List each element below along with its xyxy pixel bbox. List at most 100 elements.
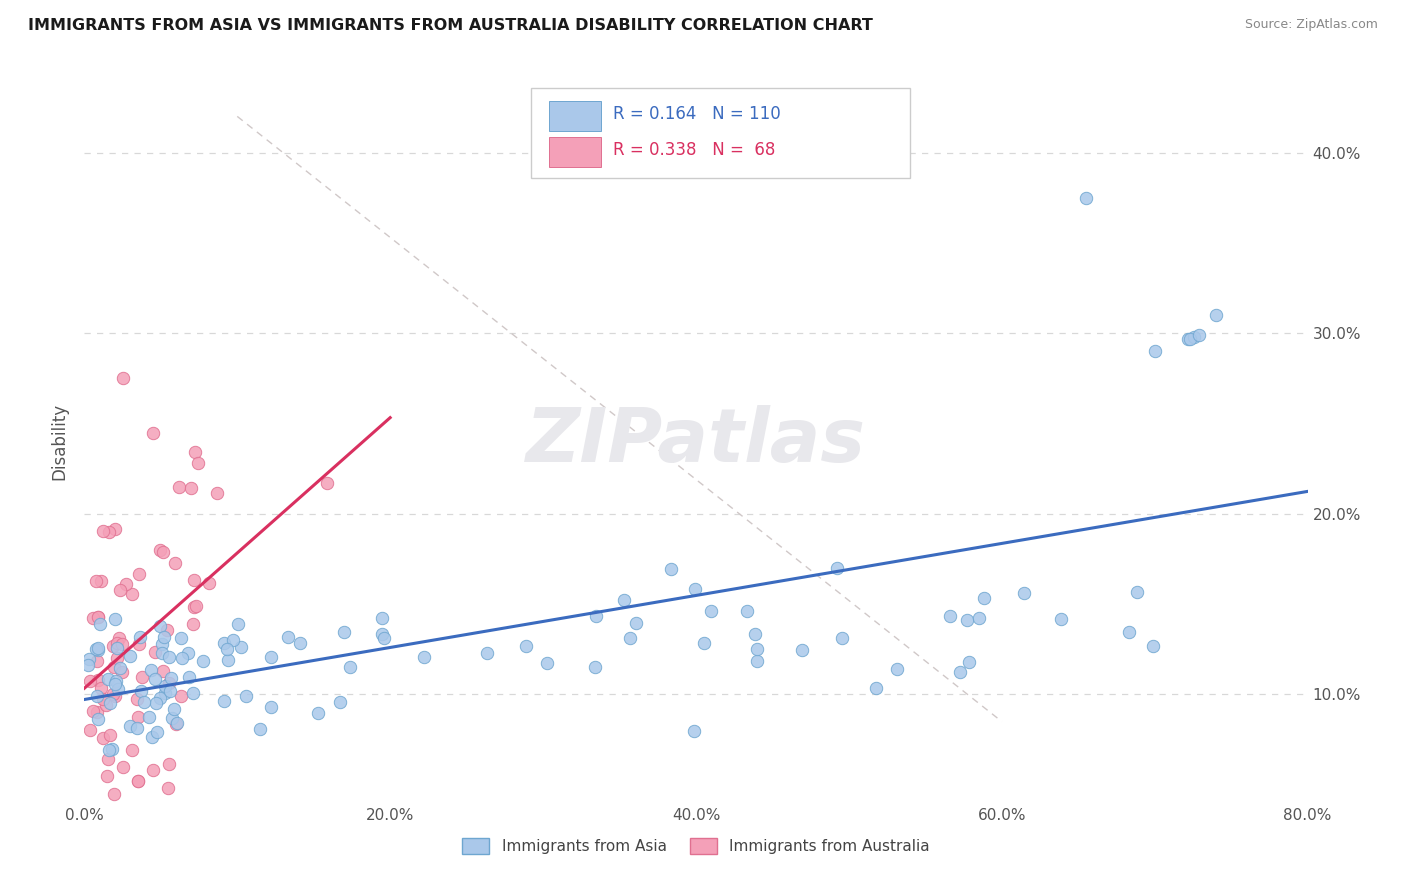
Point [217, 653, 239, 667]
Text: R = 0.164   N = 110: R = 0.164 N = 110 [613, 105, 780, 123]
Point [98, 728, 121, 742]
Point [371, 610, 394, 624]
Point [111, 760, 134, 774]
Point [156, 624, 179, 638]
Point [111, 371, 134, 385]
Point [145, 696, 167, 710]
Point [76, 658, 98, 673]
Point [77, 651, 100, 665]
Point [125, 721, 148, 735]
Point [86, 705, 108, 719]
Point [515, 639, 537, 653]
Point [477, 646, 499, 660]
Point [959, 655, 981, 669]
Point [132, 695, 155, 709]
Point [217, 642, 239, 657]
Point [149, 618, 172, 632]
Point [939, 608, 962, 623]
Point [329, 695, 352, 709]
Point [198, 576, 221, 591]
FancyBboxPatch shape [531, 87, 910, 178]
Point [747, 654, 769, 668]
Point [159, 683, 181, 698]
Point [159, 671, 181, 685]
Point [170, 631, 193, 645]
Text: ZIPatlas: ZIPatlas [526, 405, 866, 478]
Point [107, 681, 129, 696]
Point [152, 665, 174, 679]
Point [121, 743, 143, 757]
Point [207, 486, 229, 500]
Point [412, 650, 434, 665]
Point [613, 592, 636, 607]
Point [973, 591, 995, 606]
Point [87, 640, 110, 655]
Point [84, 642, 107, 657]
Point [1142, 640, 1164, 654]
Point [585, 609, 607, 624]
Point [150, 646, 173, 660]
Point [1118, 624, 1140, 639]
Point [170, 690, 193, 704]
Point [222, 633, 245, 648]
Text: R = 0.338   N =  68: R = 0.338 N = 68 [613, 141, 775, 160]
Point [307, 706, 329, 721]
FancyBboxPatch shape [550, 101, 600, 131]
Point [288, 636, 311, 650]
Point [100, 742, 122, 756]
Point [104, 673, 127, 688]
Point [692, 636, 714, 650]
Point [121, 587, 143, 601]
Point [111, 637, 134, 651]
Point [96, 769, 118, 783]
Point [212, 636, 235, 650]
Point [536, 656, 558, 670]
Point [180, 481, 202, 495]
Point [108, 631, 131, 645]
Point [101, 687, 124, 701]
Point [97, 752, 120, 766]
Point [149, 542, 172, 557]
Point [1205, 308, 1227, 322]
Point [131, 684, 153, 698]
Point [89, 617, 111, 632]
Point [127, 774, 149, 789]
Point [114, 577, 136, 591]
Point [315, 475, 337, 490]
Point [86, 690, 108, 704]
Point [90, 574, 112, 588]
Point [967, 611, 990, 625]
Point [87, 712, 110, 726]
Point [110, 665, 132, 680]
Point [685, 582, 707, 596]
Point [105, 640, 128, 655]
Point [277, 630, 299, 644]
Point [120, 719, 142, 733]
Point [228, 617, 250, 632]
Point [214, 694, 236, 708]
Point [260, 700, 283, 714]
Point [131, 670, 153, 684]
Point [127, 710, 149, 724]
Point [831, 632, 853, 646]
Point [104, 522, 127, 536]
Point [1074, 191, 1097, 205]
Point [104, 677, 127, 691]
Point [1012, 586, 1035, 600]
Point [583, 660, 606, 674]
Point [108, 583, 131, 598]
Point [699, 604, 721, 618]
Point [181, 686, 204, 700]
Point [87, 643, 110, 657]
Point [98, 696, 121, 710]
Point [790, 643, 813, 657]
Point [1188, 328, 1211, 343]
Point [155, 686, 177, 700]
Point [332, 625, 354, 640]
Point [165, 556, 187, 570]
Point [152, 545, 174, 559]
Point [104, 612, 127, 626]
Point [166, 716, 188, 731]
Point [183, 574, 205, 588]
Point [373, 631, 395, 645]
